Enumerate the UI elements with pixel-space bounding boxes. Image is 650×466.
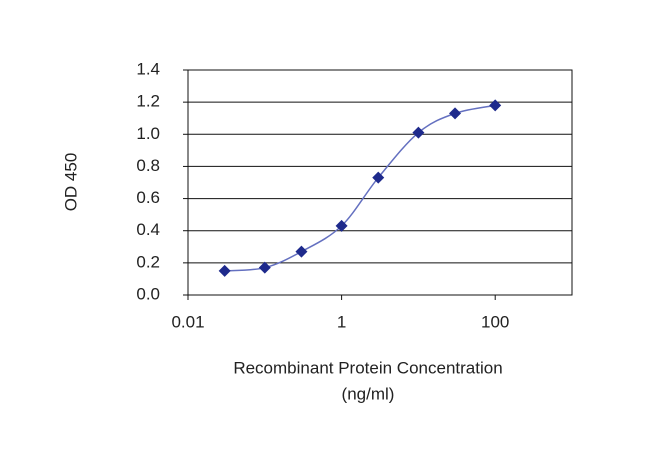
x-axis-label: Recombinant Protein Concentration	[233, 358, 502, 377]
y-tick-label: 0.2	[136, 252, 160, 271]
y-tick-label: 1.4	[136, 59, 160, 78]
y-tick-label: 0.8	[136, 156, 160, 175]
plot-area	[187, 69, 573, 296]
x-tick-label: 100	[481, 312, 509, 331]
data-point	[372, 171, 385, 184]
y-axis-label: OD 450	[61, 153, 80, 212]
series-line	[224, 104, 496, 272]
y-tick-label: 1.0	[136, 124, 160, 143]
data-point	[258, 261, 271, 274]
data-point	[218, 264, 231, 277]
y-tick-label: 0.4	[136, 220, 160, 239]
x-tick-label: 0.01	[171, 312, 204, 331]
x-axis-label: (ng/ml)	[342, 384, 395, 403]
data-point	[295, 245, 308, 258]
data-point	[449, 107, 462, 120]
data-point	[335, 219, 348, 232]
y-tick-label: 1.2	[136, 92, 160, 111]
x-tick-label: 1	[337, 312, 346, 331]
data-point	[489, 99, 502, 112]
y-tick-label: 0.6	[136, 188, 160, 207]
data-point	[412, 126, 425, 139]
y-tick-label: 0.0	[136, 284, 160, 303]
